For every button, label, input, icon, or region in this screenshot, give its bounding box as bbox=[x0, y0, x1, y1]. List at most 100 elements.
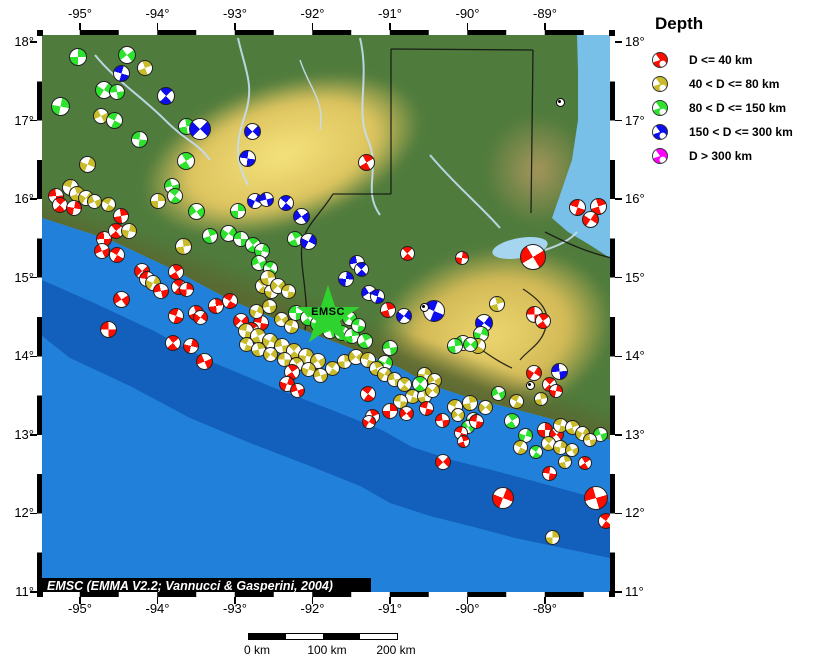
focal-mechanism-ball bbox=[189, 118, 211, 140]
focal-mechanism-ball bbox=[398, 405, 414, 421]
focal-mechanism-ball bbox=[69, 48, 87, 66]
axis-tick bbox=[466, 23, 469, 30]
focal-mechanism-ball bbox=[99, 320, 117, 338]
axis-label-right: 12° bbox=[625, 505, 645, 521]
axis-label-left: 17° bbox=[14, 112, 34, 128]
axis-label-left: 14° bbox=[14, 348, 34, 364]
axis-label-top: -90° bbox=[455, 6, 480, 21]
focal-mechanism-ball bbox=[399, 245, 415, 261]
axis-label-right: 13° bbox=[625, 426, 645, 442]
focal-mechanism-ball bbox=[455, 251, 469, 265]
axis-tick bbox=[544, 597, 546, 604]
axis-label-bottom: -92° bbox=[300, 601, 325, 616]
frame-corner bbox=[37, 591, 43, 597]
legend-ball-icon bbox=[652, 124, 668, 140]
focal-mechanism-ball bbox=[174, 237, 192, 255]
legend-label: 80 < D <= 150 km bbox=[689, 101, 787, 115]
axis-tick bbox=[615, 41, 622, 43]
legend-item-m: D > 300 km bbox=[648, 146, 752, 166]
focal-mechanism-ball bbox=[558, 455, 572, 469]
axis-label-top: -91° bbox=[378, 6, 402, 21]
axis-tick bbox=[311, 597, 314, 604]
axis-tick bbox=[466, 597, 469, 604]
focal-mechanism-ball bbox=[412, 376, 428, 392]
depth-legend: Depth D <= 40 km 40 < D <= 80 km 80 < D <=… bbox=[648, 14, 814, 194]
focal-mechanism-ball bbox=[299, 232, 317, 250]
axis-tick bbox=[30, 119, 37, 122]
focal-mechanism-ball bbox=[541, 465, 557, 481]
city-markers-layer bbox=[42, 35, 610, 592]
frame-corner bbox=[609, 591, 615, 597]
focal-mechanism-ball bbox=[382, 340, 398, 356]
focal-mechanism-ball bbox=[278, 195, 294, 211]
focal-mechanism-ball bbox=[544, 529, 560, 545]
axis-label-left: 12° bbox=[14, 505, 34, 521]
focal-mechanism-ball bbox=[50, 96, 70, 116]
focal-mechanism-ball bbox=[177, 152, 195, 170]
focal-mechanism-ball bbox=[396, 308, 412, 324]
axis-tick bbox=[30, 41, 37, 43]
focal-mechanism-ball bbox=[208, 298, 224, 314]
focal-mechanism-ball bbox=[535, 313, 551, 329]
focal-mechanism-ball bbox=[312, 367, 328, 383]
focal-mechanism-ball bbox=[520, 244, 546, 270]
focal-mechanism-ball bbox=[434, 412, 450, 428]
focal-mechanism-ball bbox=[492, 487, 514, 509]
focal-mechanism-ball bbox=[598, 513, 610, 529]
focal-mechanism-ball bbox=[565, 443, 579, 457]
axis-label-top: -92° bbox=[300, 6, 325, 21]
focal-mechanism-ball bbox=[357, 333, 373, 349]
focal-mechanism-ball bbox=[583, 433, 597, 447]
axis-label-right: 18° bbox=[625, 34, 645, 49]
focal-mechanism-ball bbox=[589, 197, 607, 215]
axis-tick bbox=[30, 512, 37, 515]
scale-bar-label: 200 km bbox=[376, 643, 416, 657]
legend-item-y: 40 < D <= 80 km bbox=[648, 74, 779, 94]
axis-tick bbox=[615, 512, 622, 515]
axis-label-left: 11° bbox=[15, 583, 34, 599]
focal-mechanism-ball bbox=[183, 338, 199, 354]
focal-mechanism-ball bbox=[338, 271, 354, 287]
focal-mechanism-ball bbox=[382, 403, 398, 419]
axis-tick bbox=[615, 276, 622, 279]
axis-tick bbox=[79, 23, 81, 30]
legend-ball-icon bbox=[652, 76, 668, 92]
epicenter-star-label: EMSC bbox=[311, 306, 345, 318]
legend-ball-icon bbox=[652, 52, 668, 68]
focal-mechanism-ball bbox=[118, 46, 136, 64]
focal-mechanism-ball bbox=[508, 393, 524, 409]
focal-mechanism-ball bbox=[261, 298, 277, 314]
focal-mechanism-ball bbox=[324, 360, 340, 376]
axis-label-left: 16° bbox=[14, 191, 34, 207]
focal-mechanism-ball bbox=[581, 210, 599, 228]
rivers bbox=[94, 37, 578, 251]
focal-mechanism-ball bbox=[451, 408, 465, 422]
legend-label: D <= 40 km bbox=[689, 53, 753, 67]
axis-label-left: 13° bbox=[14, 426, 34, 442]
axis-tick bbox=[30, 434, 37, 436]
focal-mechanism-ball bbox=[109, 247, 125, 263]
axis-label-right: 14° bbox=[625, 348, 645, 364]
focal-mechanism-ball bbox=[578, 456, 592, 470]
legend-label: 150 < D <= 300 km bbox=[689, 125, 793, 139]
map-frame-top bbox=[38, 30, 615, 35]
focal-mechanism-ball bbox=[113, 208, 129, 224]
axis-label-bottom: -89° bbox=[533, 601, 557, 616]
city-marker bbox=[525, 380, 535, 390]
focal-mechanism-ball bbox=[289, 382, 305, 398]
scale-bar bbox=[248, 633, 398, 640]
focal-mechanism-ball bbox=[380, 302, 396, 318]
focal-mechanism-ball bbox=[360, 386, 376, 402]
axis-tick bbox=[389, 23, 391, 30]
focal-mechanism-ball bbox=[121, 223, 137, 239]
focal-mechanism-ball bbox=[456, 434, 470, 448]
axis-label-right: 16° bbox=[625, 191, 645, 207]
focal-mechanism-ball bbox=[187, 202, 205, 220]
focal-mechanism-ball bbox=[109, 84, 125, 100]
focal-mechanism-ball bbox=[504, 413, 520, 429]
focal-mechanism-ball bbox=[526, 365, 542, 381]
axis-tick bbox=[615, 198, 622, 200]
focal-mechanism-ball bbox=[350, 317, 366, 333]
focal-mechanism-ball bbox=[112, 290, 130, 308]
